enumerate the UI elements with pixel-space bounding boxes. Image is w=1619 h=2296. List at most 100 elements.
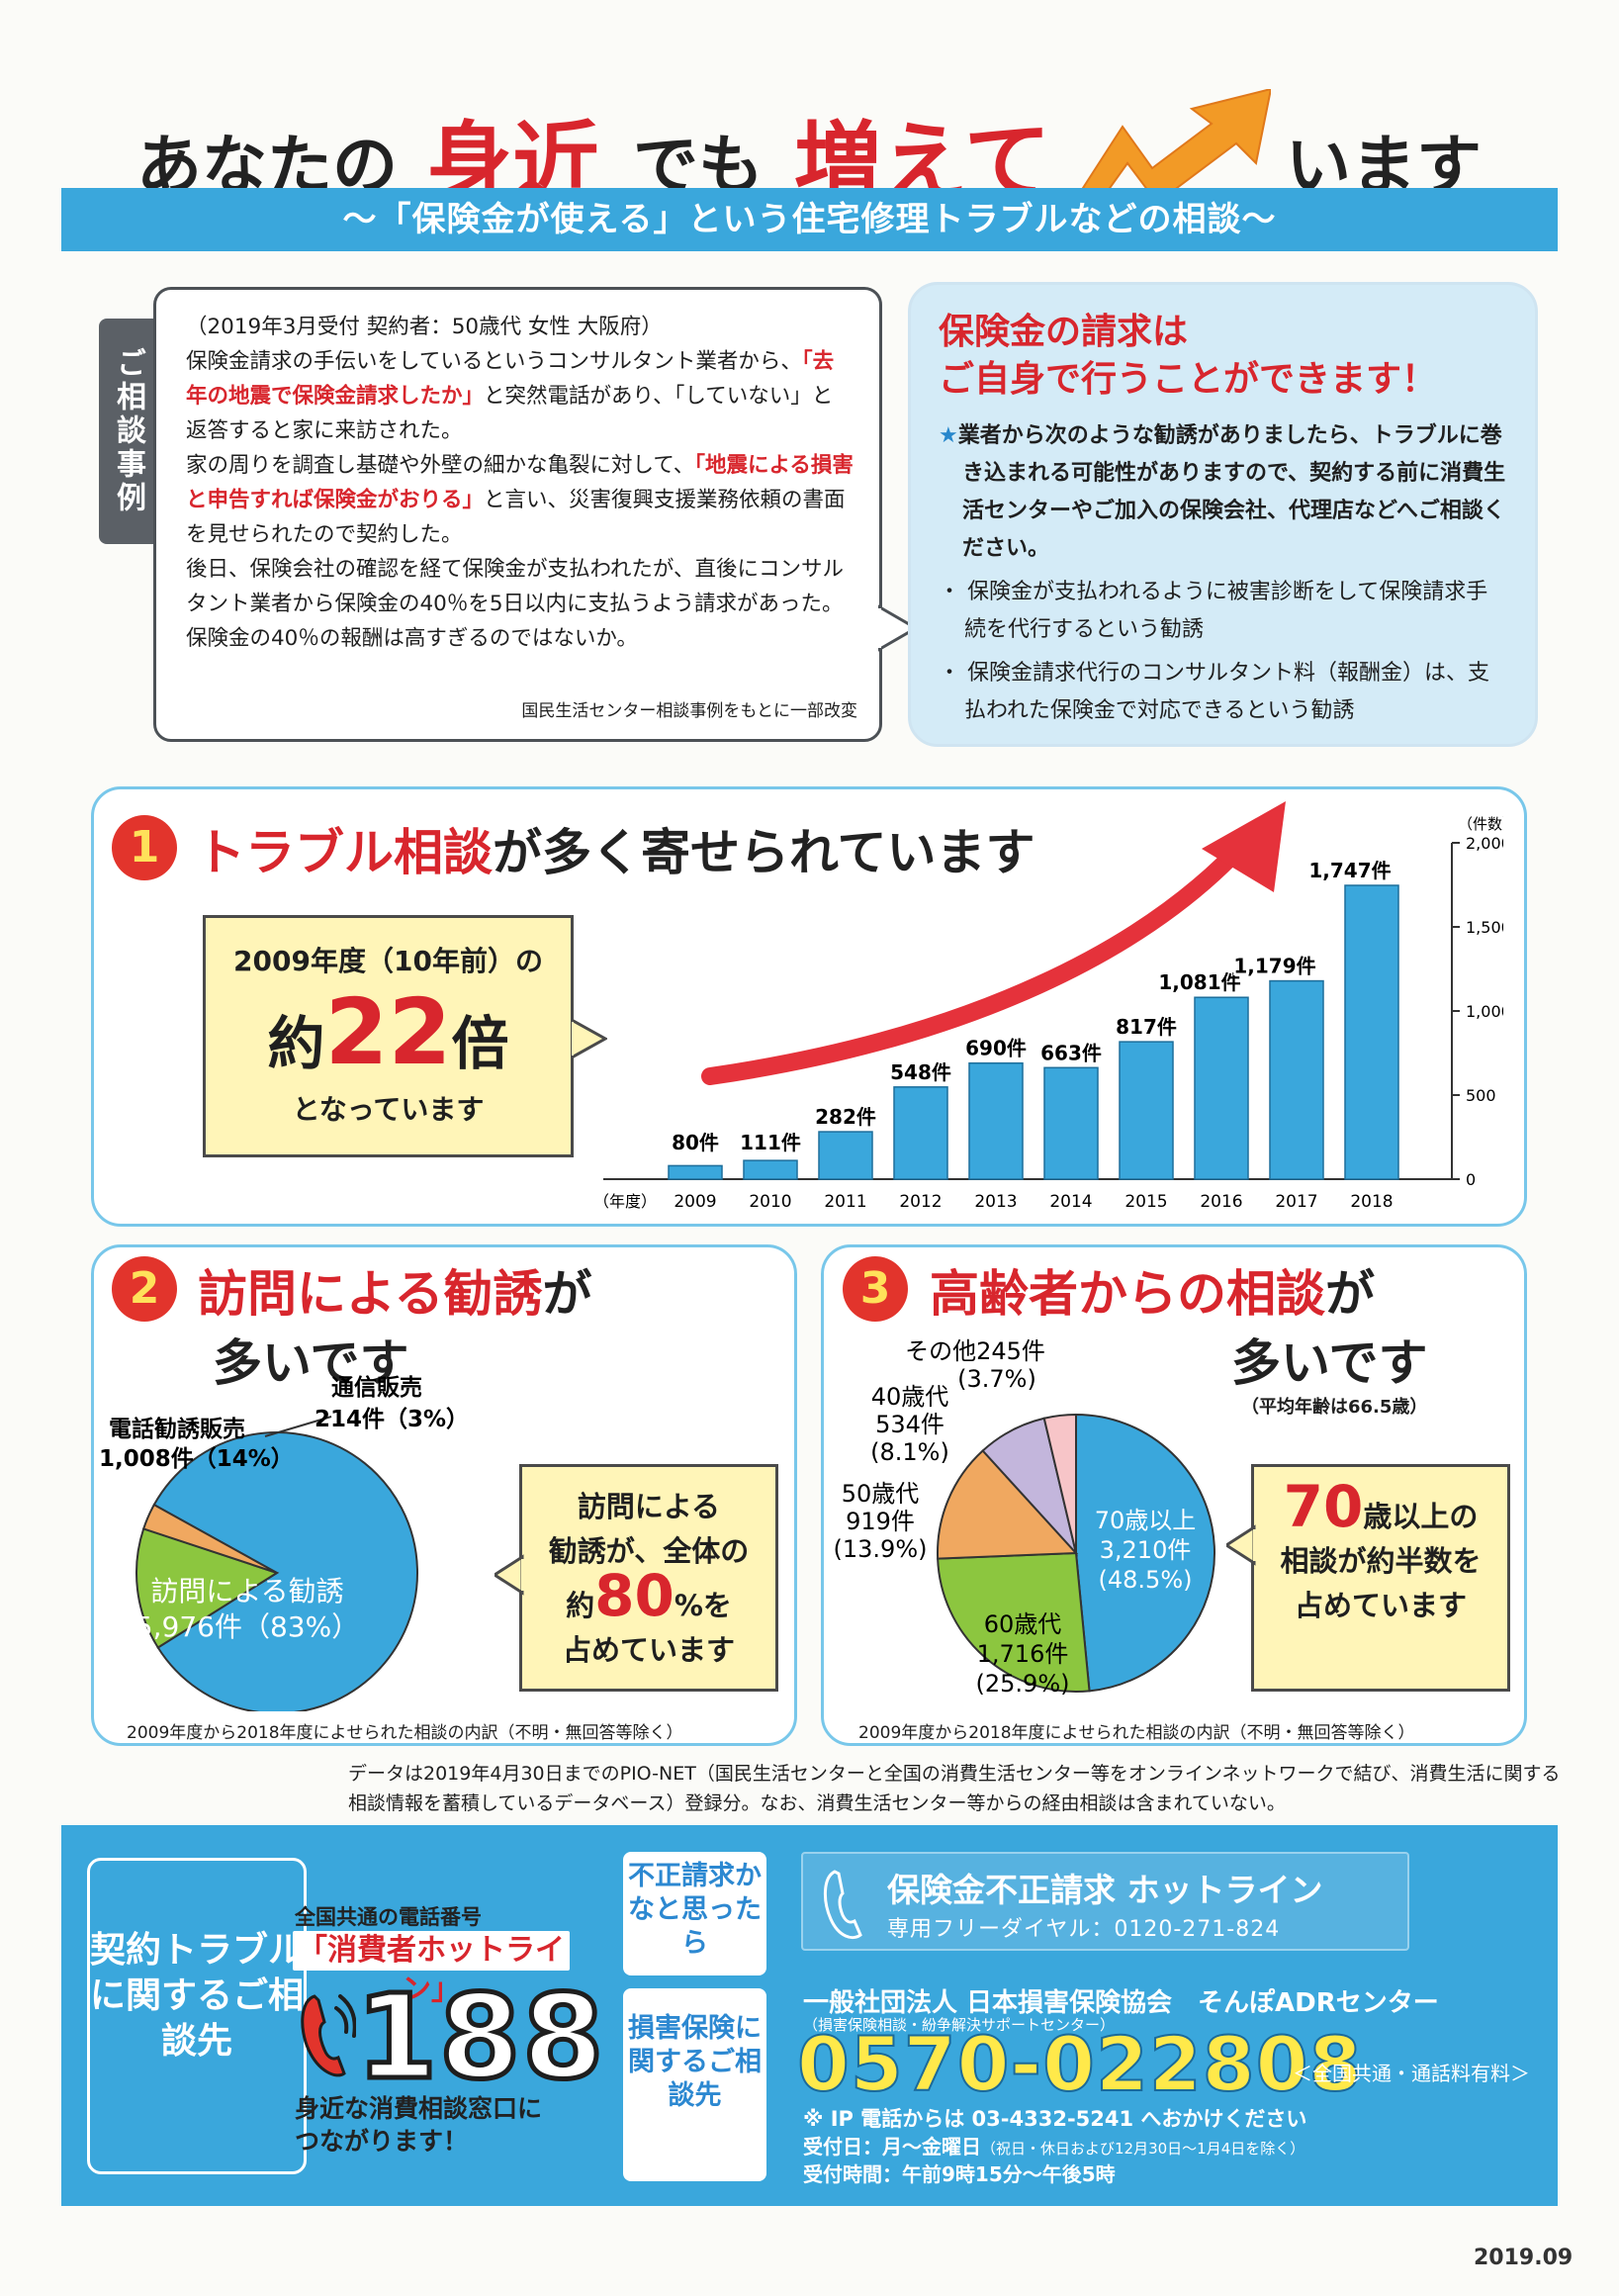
subtitle-bar: ～「保険金が使える」という住宅修理トラブルなどの相談～ bbox=[61, 188, 1558, 251]
national-number-label: 全国共通の電話番号 bbox=[295, 1905, 482, 1929]
bar-value-label: 1,747件 bbox=[1308, 859, 1391, 882]
bar bbox=[668, 1164, 723, 1180]
case-box: （2019年3月受付 契約者：50歳代 女性 大阪府） 保険金請求の手伝いをして… bbox=[153, 287, 882, 742]
callout-text: %を bbox=[674, 1589, 732, 1622]
section-title-rest: が多く寄せられています bbox=[493, 824, 1035, 881]
callout-70plus: 70歳以上の 相談が約半数を 占めています bbox=[1251, 1464, 1510, 1692]
advice-intro: ★業者から次のような勧誘がありましたら、トラブルに巻き込まれる可能性がありますの… bbox=[939, 417, 1507, 568]
y-tick-label: 0 bbox=[1466, 1170, 1476, 1189]
section-title: 高齢者からの相談が bbox=[930, 1254, 1375, 1326]
section-title: 訪問による勧誘が bbox=[198, 1254, 592, 1326]
y-tick-label: 500 bbox=[1466, 1086, 1496, 1105]
age-slice bbox=[937, 1551, 1091, 1693]
fraud-claim-card: 不正請求かなと思ったら bbox=[623, 1852, 766, 1975]
solicitation-slice bbox=[141, 1503, 278, 1574]
solicitation-slice bbox=[152, 1431, 418, 1711]
damage-insurance-card: 損害保険に関するご相談先 bbox=[623, 1988, 766, 2181]
age-slice bbox=[937, 1449, 1079, 1560]
adr-phone-number[interactable]: 0570-022808 bbox=[796, 2019, 1363, 2109]
star-icon: ★ bbox=[939, 423, 958, 448]
bar bbox=[1344, 884, 1399, 1180]
chart-note: 2009年度から2018年度によせられた相談の内訳（不明・無回答等除く） bbox=[127, 1723, 683, 1743]
headline: あなたの 身近 でも 増えて います bbox=[0, 89, 1619, 214]
x-tick-label: 2015 bbox=[1124, 1192, 1167, 1212]
bar-value-label: 111件 bbox=[740, 1131, 801, 1154]
x-tick-label: 2014 bbox=[1049, 1192, 1092, 1212]
age-slice bbox=[1075, 1413, 1215, 1693]
case-tab: ご相談事例 bbox=[99, 319, 156, 544]
slice-label: 電話勧誘販売 bbox=[109, 1416, 245, 1442]
callout-number: 80 bbox=[594, 1562, 675, 1629]
callout-22x: 2009年度（10年前）の 約22倍 となっています bbox=[203, 915, 574, 1157]
case-emphasis: 「地震による損害と申告すれば保険金がおりる」 bbox=[186, 453, 854, 512]
callout-text: 勧誘が、全体の bbox=[548, 1534, 750, 1568]
rising-arrow-icon bbox=[1081, 89, 1271, 203]
section-title-rest: が bbox=[542, 1265, 592, 1323]
callout-big-line: 約22倍 bbox=[206, 985, 571, 1080]
callout-text: 2009年度（10年前）の bbox=[233, 945, 543, 977]
slice-label: 50歳代 bbox=[842, 1480, 920, 1508]
case-emphasis: 「去年の地震で保険金請求したか」 bbox=[186, 349, 835, 409]
callout-text: 約 bbox=[566, 1589, 595, 1622]
fraud-hotline-banner: 保険金不正請求 ホットライン 専用フリーダイヤル：0120-271-824 bbox=[801, 1852, 1409, 1951]
slice-percent-label: (13.9%) bbox=[834, 1535, 928, 1563]
slice-label: 60歳代 bbox=[984, 1610, 1062, 1638]
average-age: （平均年齢は66.5歳） bbox=[1241, 1397, 1428, 1418]
case-source: 国民生活センター相談事例をもとに一部改変 bbox=[521, 701, 857, 721]
case-text: 保険金請求の手伝いをしているというコンサルタント業者から、 bbox=[186, 349, 802, 374]
bar bbox=[893, 1086, 948, 1180]
slice-percent-label: (3.7%) bbox=[957, 1365, 1036, 1393]
trend-arrow-line bbox=[701, 832, 1255, 1085]
hotline-description: 身近な消費相談窓口に つながります！ bbox=[295, 2092, 542, 2158]
case-header: （2019年3月受付 契約者：50歳代 女性 大阪府） bbox=[186, 315, 663, 339]
x-tick-label: 2017 bbox=[1275, 1192, 1317, 1212]
x-tick-label: 2013 bbox=[974, 1192, 1017, 1212]
case-text: 家の周りを調査し基礎や外壁の細かな亀裂に対して、 bbox=[186, 453, 695, 478]
x-tick-label: 2018 bbox=[1350, 1192, 1393, 1212]
slice-label: 40歳代 bbox=[871, 1383, 949, 1411]
adr-call-note: ＜全国共通・通話料有料＞ bbox=[1293, 2062, 1530, 2085]
slice-value-label: 214件（3%） bbox=[315, 1406, 469, 1432]
case-text: と言い、災害復興支援業務依頼の書面を見せられたので契約した。 bbox=[186, 488, 846, 547]
consumer-hotline-name: 「消費者ホットライン」 bbox=[293, 1931, 570, 2007]
bar-value-label: 80件 bbox=[672, 1131, 719, 1154]
bar bbox=[1119, 1041, 1174, 1180]
slice-value-label: 919件 bbox=[846, 1508, 915, 1535]
advice-title: 保険金の請求は ご自身で行うことができます！ bbox=[939, 309, 1507, 404]
x-tick-label: 2011 bbox=[824, 1192, 866, 1212]
slice-value-label: 1,716件 bbox=[977, 1640, 1069, 1668]
case-paragraph: 後日、保険会社の確認を経て保険金が支払われたが、直後にコンサルタント業者から保険… bbox=[186, 557, 844, 651]
reception-days-exception: （祝日・休日および12月30日～1月4日を除く） bbox=[981, 2140, 1305, 2158]
slice-label: その他245件 bbox=[905, 1337, 1045, 1365]
fraud-hotline-number[interactable]: 専用フリーダイヤル：0120-271-824 bbox=[887, 1917, 1281, 1942]
slice-label: 通信販売 bbox=[331, 1375, 422, 1401]
section-title-line2: 多いです bbox=[1231, 1334, 1428, 1392]
data-source-note: データは2019年4月30日までのPIO-NET（国民生活センターと全国の消費生… bbox=[348, 1763, 1561, 1814]
section-title-emphasis: 高齢者からの相談 bbox=[930, 1265, 1325, 1323]
advice-bullet: ・ 保険金請求代行のコンサルタント料（報酬金）は、支払われた保険金で対応できると… bbox=[939, 661, 1489, 723]
callout-big-line: 約80%を bbox=[522, 1567, 775, 1628]
callout-text: 歳以上の bbox=[1363, 1500, 1479, 1533]
reception-days-text: 受付日：月～金曜日 bbox=[803, 2135, 981, 2158]
section-title-line2: 多いです bbox=[213, 1334, 409, 1392]
consultations-bar-chart: 0 500 1,000 1,500 2,000（件数） （年度） 2009 80件 2010 11… bbox=[593, 801, 1503, 1212]
callout-big-line: 70歳以上の bbox=[1254, 1478, 1507, 1539]
bar-value-label: 1,081件 bbox=[1158, 970, 1240, 994]
callout-text: 訪問による bbox=[577, 1490, 721, 1523]
contract-trouble-box: 契約トラブルに関するご相談先 bbox=[87, 1858, 307, 2174]
y-tick-label: 2,000 bbox=[1466, 834, 1503, 853]
callout-text: 倍 bbox=[451, 1010, 509, 1077]
hotline-number-188[interactable]: 188 bbox=[353, 1967, 606, 2108]
bar bbox=[818, 1131, 873, 1180]
x-axis-label: （年度） bbox=[593, 1192, 657, 1211]
y-tick-label: 1,000 bbox=[1466, 1002, 1503, 1021]
bar bbox=[1043, 1066, 1099, 1180]
advice-intro-text: 業者から次のような勧誘がありましたら、トラブルに巻き込まれる可能性がありますので… bbox=[957, 423, 1506, 561]
x-tick-label: 2010 bbox=[749, 1192, 791, 1212]
reception-days: 受付日：月～金曜日（祝日・休日および12月30日～1月4日を除く） bbox=[803, 2131, 1304, 2159]
x-tick-label: 2016 bbox=[1200, 1192, 1242, 1212]
bar bbox=[968, 1061, 1024, 1180]
advice-title-line: 保険金の請求は bbox=[939, 312, 1189, 352]
